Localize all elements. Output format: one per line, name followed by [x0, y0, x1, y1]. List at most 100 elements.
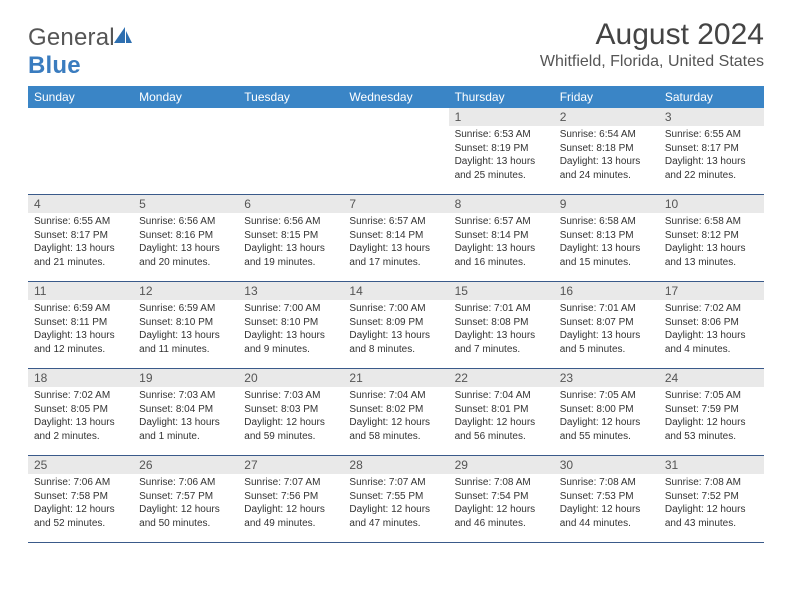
day-cell: 3Sunrise: 6:55 AMSunset: 8:17 PMDaylight…: [659, 108, 764, 194]
weekday-header: Friday: [554, 86, 659, 108]
sunrise-text: Sunrise: 7:08 AM: [455, 476, 550, 490]
sunset-text: Sunset: 8:03 PM: [244, 403, 339, 417]
sunset-text: Sunset: 7:59 PM: [665, 403, 760, 417]
daylight-text: Daylight: 13 hours and 20 minutes.: [139, 242, 234, 269]
sunset-text: Sunset: 8:07 PM: [560, 316, 655, 330]
day-cell: [343, 108, 448, 194]
daylight-text: Daylight: 13 hours and 16 minutes.: [455, 242, 550, 269]
day-number: 2: [554, 108, 659, 126]
daylight-text: Daylight: 12 hours and 55 minutes.: [560, 416, 655, 443]
day-body: Sunrise: 6:56 AMSunset: 8:15 PMDaylight:…: [238, 213, 343, 271]
day-cell: 27Sunrise: 7:07 AMSunset: 7:56 PMDayligh…: [238, 456, 343, 542]
sunrise-text: Sunrise: 7:05 AM: [560, 389, 655, 403]
day-cell: 30Sunrise: 7:08 AMSunset: 7:53 PMDayligh…: [554, 456, 659, 542]
day-cell: 31Sunrise: 7:08 AMSunset: 7:52 PMDayligh…: [659, 456, 764, 542]
sunrise-text: Sunrise: 7:05 AM: [665, 389, 760, 403]
day-cell: 8Sunrise: 6:57 AMSunset: 8:14 PMDaylight…: [449, 195, 554, 281]
day-number: 12: [133, 282, 238, 300]
location-text: Whitfield, Florida, United States: [540, 53, 764, 71]
sunset-text: Sunset: 8:10 PM: [244, 316, 339, 330]
weekday-header: Wednesday: [343, 86, 448, 108]
day-body: Sunrise: 7:04 AMSunset: 8:02 PMDaylight:…: [343, 387, 448, 445]
sunset-text: Sunset: 8:13 PM: [560, 229, 655, 243]
day-number: 31: [659, 456, 764, 474]
day-cell: 21Sunrise: 7:04 AMSunset: 8:02 PMDayligh…: [343, 369, 448, 455]
sunrise-text: Sunrise: 7:07 AM: [244, 476, 339, 490]
sunrise-text: Sunrise: 7:08 AM: [665, 476, 760, 490]
day-number: 15: [449, 282, 554, 300]
daylight-text: Daylight: 12 hours and 52 minutes.: [34, 503, 129, 530]
day-body: Sunrise: 6:55 AMSunset: 8:17 PMDaylight:…: [659, 126, 764, 184]
calendar: Sunday Monday Tuesday Wednesday Thursday…: [28, 86, 764, 543]
sunset-text: Sunset: 8:04 PM: [139, 403, 234, 417]
sunrise-text: Sunrise: 7:02 AM: [34, 389, 129, 403]
day-number: 18: [28, 369, 133, 387]
day-cell: 24Sunrise: 7:05 AMSunset: 7:59 PMDayligh…: [659, 369, 764, 455]
brand-part1: General: [28, 24, 115, 51]
day-number: 9: [554, 195, 659, 213]
page-header: General Blue August 2024 Whitfield, Flor…: [28, 18, 764, 80]
sunrise-text: Sunrise: 6:55 AM: [665, 128, 760, 142]
day-cell: 4Sunrise: 6:55 AMSunset: 8:17 PMDaylight…: [28, 195, 133, 281]
sunrise-text: Sunrise: 6:59 AM: [34, 302, 129, 316]
day-number: 8: [449, 195, 554, 213]
sunrise-text: Sunrise: 7:06 AM: [139, 476, 234, 490]
day-body: Sunrise: 6:54 AMSunset: 8:18 PMDaylight:…: [554, 126, 659, 184]
sunset-text: Sunset: 7:56 PM: [244, 490, 339, 504]
day-cell: 15Sunrise: 7:01 AMSunset: 8:08 PMDayligh…: [449, 282, 554, 368]
day-cell: 23 Sunrise: 7:05 AMSunset: 8:00 PMDayligh…: [554, 369, 659, 455]
day-cell: 7Sunrise: 6:57 AMSunset: 8:14 PMDaylight…: [343, 195, 448, 281]
day-number: 22: [449, 369, 554, 387]
day-body: Sunrise: 6:58 AMSunset: 8:13 PMDaylight:…: [554, 213, 659, 271]
daylight-text: Daylight: 13 hours and 25 minutes.: [455, 155, 550, 182]
sunset-text: Sunset: 7:54 PM: [455, 490, 550, 504]
sunrise-text: Sunrise: 6:58 AM: [560, 215, 655, 229]
day-body: Sunrise: 6:59 AMSunset: 8:10 PMDaylight:…: [133, 300, 238, 358]
sunrise-text: Sunrise: 7:06 AM: [34, 476, 129, 490]
day-body: Sunrise: 7:02 AMSunset: 8:06 PMDaylight:…: [659, 300, 764, 358]
day-cell: 28Sunrise: 7:07 AMSunset: 7:55 PMDayligh…: [343, 456, 448, 542]
day-body: Sunrise: 7:08 AMSunset: 7:53 PMDaylight:…: [554, 474, 659, 532]
sunrise-text: Sunrise: 7:04 AM: [349, 389, 444, 403]
day-cell: 17Sunrise: 7:02 AMSunset: 8:06 PMDayligh…: [659, 282, 764, 368]
weekday-header: Thursday: [449, 86, 554, 108]
day-cell: 22Sunrise: 7:04 AMSunset: 8:01 PMDayligh…: [449, 369, 554, 455]
day-number: 16: [554, 282, 659, 300]
day-cell: 26Sunrise: 7:06 AMSunset: 7:57 PMDayligh…: [133, 456, 238, 542]
day-number: 13: [238, 282, 343, 300]
sunset-text: Sunset: 8:17 PM: [34, 229, 129, 243]
daylight-text: Daylight: 12 hours and 43 minutes.: [665, 503, 760, 530]
sunrise-text: Sunrise: 6:57 AM: [455, 215, 550, 229]
day-body: Sunrise: 7:07 AMSunset: 7:55 PMDaylight:…: [343, 474, 448, 532]
day-cell: 20Sunrise: 7:03 AMSunset: 8:03 PMDayligh…: [238, 369, 343, 455]
day-number: 11: [28, 282, 133, 300]
day-number: 6: [238, 195, 343, 213]
day-number: 27: [238, 456, 343, 474]
day-number: 24: [659, 369, 764, 387]
sunset-text: Sunset: 7:52 PM: [665, 490, 760, 504]
daylight-text: Daylight: 13 hours and 7 minutes.: [455, 329, 550, 356]
day-cell: [238, 108, 343, 194]
day-body: Sunrise: 7:03 AMSunset: 8:03 PMDaylight:…: [238, 387, 343, 445]
day-body: Sunrise: 7:08 AMSunset: 7:52 PMDaylight:…: [659, 474, 764, 532]
daylight-text: Daylight: 13 hours and 2 minutes.: [34, 416, 129, 443]
month-title: August 2024: [540, 18, 764, 51]
day-cell: 25Sunrise: 7:06 AMSunset: 7:58 PMDayligh…: [28, 456, 133, 542]
day-number: 23: [554, 369, 659, 387]
day-number: [343, 108, 448, 130]
day-cell: 14Sunrise: 7:00 AMSunset: 8:09 PMDayligh…: [343, 282, 448, 368]
day-body: Sunrise: 7:03 AMSunset: 8:04 PMDaylight:…: [133, 387, 238, 445]
day-number: [238, 108, 343, 130]
day-body: Sunrise: 7:07 AMSunset: 7:56 PMDaylight:…: [238, 474, 343, 532]
page: General Blue August 2024 Whitfield, Flor…: [0, 0, 792, 543]
weekday-header: Sunday: [28, 86, 133, 108]
sunset-text: Sunset: 8:10 PM: [139, 316, 234, 330]
daylight-text: Daylight: 12 hours and 44 minutes.: [560, 503, 655, 530]
daylight-text: Daylight: 13 hours and 24 minutes.: [560, 155, 655, 182]
day-cell: 6Sunrise: 6:56 AMSunset: 8:15 PMDaylight…: [238, 195, 343, 281]
sunrise-text: Sunrise: 7:02 AM: [665, 302, 760, 316]
sunset-text: Sunset: 8:00 PM: [560, 403, 655, 417]
day-cell: 5Sunrise: 6:56 AMSunset: 8:16 PMDaylight…: [133, 195, 238, 281]
day-body: Sunrise: 7:04 AMSunset: 8:01 PMDaylight:…: [449, 387, 554, 445]
sunset-text: Sunset: 8:09 PM: [349, 316, 444, 330]
